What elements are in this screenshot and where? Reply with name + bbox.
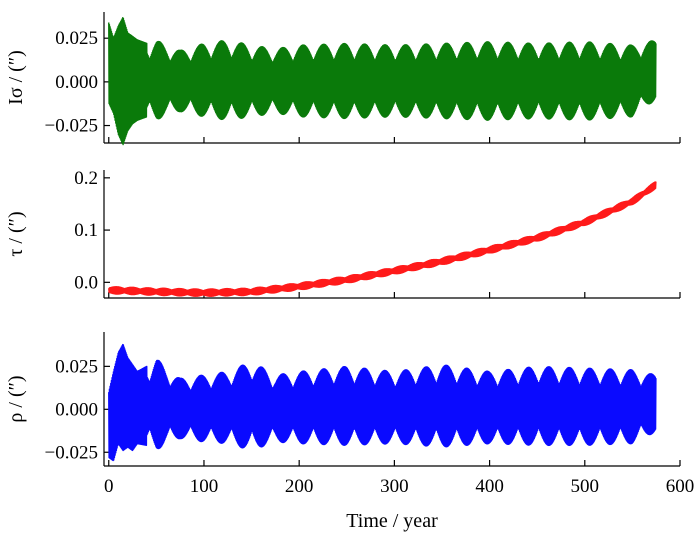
x-tick-label: 600 bbox=[666, 476, 695, 497]
y-tick-label: 0.025 bbox=[55, 28, 98, 49]
y-tick-label: 0.000 bbox=[55, 399, 98, 420]
x-tick-label: 500 bbox=[571, 476, 600, 497]
y-tick-label: −0.025 bbox=[45, 116, 98, 137]
panel-rho: −0.025 0.000 0.025 0 100 200 300 400 500 600 ρ / (… bbox=[5, 332, 694, 532]
y-tick-label: 0.025 bbox=[55, 356, 98, 377]
y-tick-label: 0.000 bbox=[55, 72, 98, 93]
y-axis-label: Iσ / (″) bbox=[5, 50, 27, 105]
y-tick-label: −0.025 bbox=[45, 442, 98, 463]
y-tick-label: 0.0 bbox=[74, 272, 98, 293]
y-tick-label: 0.2 bbox=[74, 168, 98, 189]
x-tick-label: 0 bbox=[104, 476, 114, 497]
x-tick-label: 300 bbox=[380, 476, 409, 497]
y-axis-label: τ / (″) bbox=[5, 211, 27, 256]
y-tick-label: 0.1 bbox=[74, 220, 98, 241]
y-axis-label: ρ / (″) bbox=[5, 375, 27, 422]
x-axis-label: Time / year bbox=[346, 510, 438, 532]
series-line bbox=[108, 181, 657, 297]
x-tick-label: 200 bbox=[285, 476, 314, 497]
x-tick-label: 100 bbox=[190, 476, 219, 497]
panel-sigma: −0.025 0.000 0.025 Iσ / (″) bbox=[5, 12, 681, 146]
series-line bbox=[108, 17, 657, 146]
panel-tau: 0.0 0.1 0.2 τ / (″) bbox=[5, 168, 681, 299]
series-line bbox=[108, 343, 657, 462]
x-tick-label: 400 bbox=[475, 476, 504, 497]
